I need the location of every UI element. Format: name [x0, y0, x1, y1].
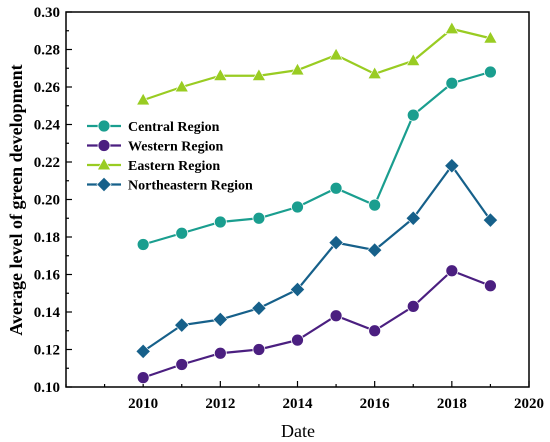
x-tick-label: 2018: [437, 396, 467, 412]
x-tick-label: 2012: [205, 396, 235, 412]
y-tick-label: 0.12: [34, 343, 60, 359]
legend-item-northeastern-region: Northeastern Region: [87, 176, 253, 194]
series-central-region: [136, 65, 497, 251]
x-axis: 2010 2012 2014 2016 2018 2020: [65, 381, 544, 412]
data-point-northeastern-region: [367, 242, 383, 258]
data-point-western-region: [175, 358, 189, 371]
data-point-western-region: [484, 279, 497, 293]
legend-swatch-marker: [96, 157, 112, 171]
data-point-eastern-region: [251, 68, 267, 81]
data-point-central-region: [368, 198, 382, 212]
data-point-eastern-region: [367, 66, 382, 79]
y-tick-label: 0.28: [34, 43, 60, 59]
data-point-central-region: [136, 238, 150, 251]
data-point-central-region: [406, 108, 420, 122]
data-point-western-region: [406, 299, 420, 313]
data-point-eastern-region: [136, 92, 151, 106]
data-point-western-region: [445, 264, 459, 278]
y-axis: 0.10 0.12 0.14 0.16 0.18 0.20 0.22 0.24 0.26 0.28…: [34, 5, 72, 396]
series-line-northeastern-region: [142, 163, 492, 353]
legend-label: Eastern Region: [128, 159, 220, 174]
legend: Central Region Western Region Eastern Regi…: [87, 119, 253, 194]
y-tick-label: 0.22: [34, 155, 60, 171]
y-tick-label: 0.18: [34, 230, 60, 246]
series-line-central-region: [142, 70, 491, 246]
x-tick-label: 2014: [283, 396, 314, 412]
series-western-region: [136, 264, 497, 385]
data-point-central-region: [175, 226, 189, 240]
legend-swatch-marker: [97, 119, 111, 133]
data-point-western-region: [368, 324, 382, 338]
data-point-northeastern-region: [444, 158, 460, 174]
data-point-western-region: [329, 309, 343, 323]
data-point-northeastern-region: [328, 235, 344, 251]
data-point-northeastern-region: [135, 343, 151, 359]
data-point-eastern-region: [213, 68, 228, 81]
legend-item-eastern-region: Eastern Region: [87, 157, 220, 174]
x-tick-label: 2016: [360, 396, 391, 412]
data-point-western-region: [213, 346, 227, 360]
legend-item-western-region: Western Region: [87, 139, 223, 155]
x-tick-label: 2010: [128, 396, 158, 412]
data-point-central-region: [329, 181, 343, 195]
data-point-central-region: [484, 65, 497, 79]
data-point-northeastern-region: [212, 311, 228, 328]
data-point-central-region: [291, 200, 304, 214]
data-point-eastern-region: [328, 47, 344, 61]
y-tick-label: 0.10: [34, 380, 60, 396]
data-point-northeastern-region: [289, 281, 306, 298]
plot-area: 2010 2012 2014 2016 2018 2020 0.100.120.140.1…: [34, 5, 544, 412]
series-line-western-region: [142, 269, 491, 379]
series-line-eastern-region: [142, 27, 491, 102]
data-point-western-region: [136, 371, 150, 385]
legend-label: Western Region: [128, 140, 223, 155]
data-point-eastern-region: [444, 21, 459, 34]
data-point-northeastern-region: [174, 317, 190, 333]
legend-swatch-marker: [96, 176, 112, 193]
y-tick-label: 0.16: [34, 268, 61, 284]
y-tick-label: 0.14: [34, 305, 61, 321]
data-point-central-region: [213, 215, 227, 229]
y-axis-title: Average level of green development: [6, 64, 26, 335]
series-layer: [135, 21, 499, 385]
data-point-central-region: [445, 76, 459, 90]
data-point-central-region: [252, 211, 266, 225]
y-tick-label: 0.30: [34, 5, 60, 21]
series-eastern-region: [136, 21, 498, 106]
y-tick-label: 0.20: [34, 193, 60, 209]
data-point-northeastern-region: [482, 212, 499, 228]
data-point-northeastern-region: [251, 300, 267, 316]
series-northeastern-region: [135, 158, 499, 359]
data-point-western-region: [291, 333, 304, 347]
data-point-northeastern-region: [405, 210, 421, 226]
legend-item-central-region: Central Region: [87, 119, 220, 135]
y-tick-label: 0.24: [34, 118, 61, 134]
legend-label: Central Region: [128, 120, 220, 135]
y-tick-label: 0.26: [34, 80, 61, 96]
x-axis-title: Date: [281, 421, 315, 441]
data-point-eastern-region: [290, 62, 305, 76]
legend-label: Northeastern Region: [128, 179, 253, 194]
data-point-western-region: [252, 343, 266, 356]
x-tick-label: 2020: [514, 396, 544, 412]
legend-swatch-marker: [97, 139, 111, 152]
data-point-eastern-region: [174, 79, 189, 93]
data-point-eastern-region: [406, 53, 421, 66]
data-point-eastern-region: [483, 30, 498, 44]
